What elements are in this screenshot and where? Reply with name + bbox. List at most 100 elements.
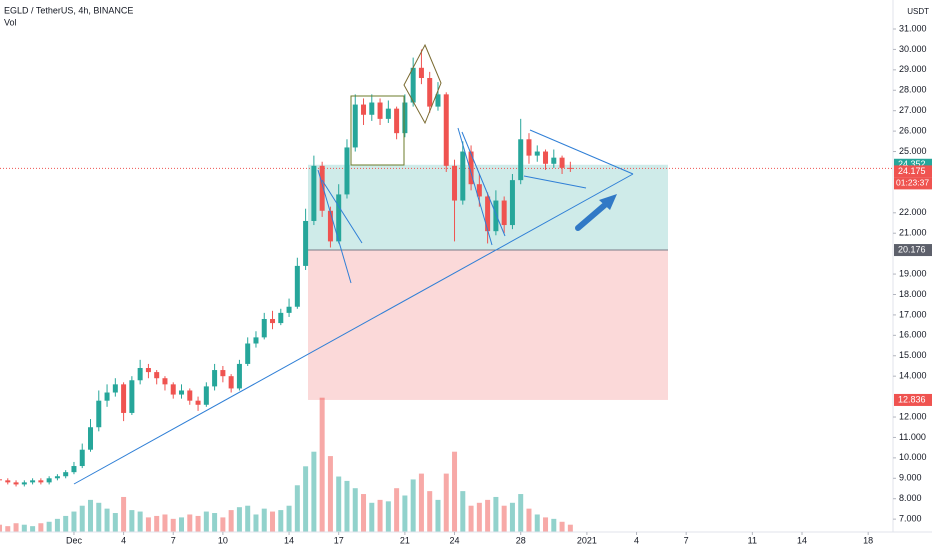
candle-body — [327, 210, 333, 242]
candle-body — [303, 220, 309, 266]
volume-bar — [385, 501, 391, 532]
volume-bar — [79, 505, 85, 532]
volume-bar — [21, 524, 27, 532]
x-tick-label: 10 — [218, 535, 228, 545]
volume-bar — [509, 502, 515, 532]
candle-body — [377, 102, 383, 119]
volume-bar — [493, 496, 499, 532]
volume-bar — [54, 518, 60, 532]
volume-bar — [212, 513, 218, 532]
volume-bar — [38, 523, 44, 532]
countdown-bg — [894, 177, 932, 190]
volume-bar — [0, 524, 3, 532]
candle-body — [270, 318, 276, 324]
volume-bar — [394, 488, 400, 532]
candle-body — [179, 390, 185, 395]
candle-body — [460, 151, 466, 201]
candle-body — [46, 478, 52, 483]
candle-body — [311, 165, 317, 221]
volume-bar — [104, 508, 110, 532]
candle-body — [129, 380, 135, 413]
volume-bar — [121, 496, 127, 532]
last-price-badge-bg — [894, 165, 932, 178]
y-tick-label: 30.000 — [899, 44, 927, 54]
candle-body — [369, 102, 375, 115]
y-tick-label: 27.000 — [899, 105, 927, 115]
volume-bar — [551, 518, 557, 532]
y-tick-label: 28.000 — [899, 85, 927, 95]
candle-body — [137, 368, 143, 381]
volume-bar — [145, 517, 151, 532]
volume-bar — [137, 511, 143, 532]
candle-body — [212, 370, 218, 387]
candle-body — [443, 94, 449, 166]
x-tick-label: 24 — [450, 535, 460, 545]
candle-body — [154, 372, 160, 379]
arrow-head — [599, 194, 617, 210]
volume-bar — [170, 518, 176, 532]
last-price-badge: 24.175 — [898, 166, 926, 176]
volume-bar — [336, 476, 342, 532]
drawings — [73, 43, 634, 485]
volume-bar — [559, 521, 565, 532]
volume-bar — [129, 510, 135, 532]
candle-body — [195, 400, 201, 405]
y-tick-label: 31.000 — [899, 23, 927, 33]
volume-bar — [112, 513, 118, 532]
x-tick-label: 18 — [863, 535, 873, 545]
y-tick-label: 17.000 — [899, 309, 927, 319]
candle-body — [534, 151, 540, 156]
candle-body — [352, 104, 358, 148]
candle-body — [13, 482, 19, 485]
y-tick-label: 16.000 — [899, 330, 927, 340]
volume-bar — [195, 515, 201, 532]
candle-body — [286, 306, 292, 313]
candle-body — [485, 196, 491, 232]
volume-bar — [30, 526, 36, 532]
candle-body — [476, 184, 482, 197]
candle-body — [402, 102, 408, 134]
x-tick-label: 14 — [797, 535, 807, 545]
candle-body — [30, 480, 36, 483]
candle-body — [501, 200, 507, 226]
volume-bar — [96, 502, 102, 532]
candle-body — [203, 386, 209, 405]
y-tick-label: 11.000 — [899, 432, 926, 442]
volume-bar — [534, 514, 540, 532]
x-tick-label: 7 — [684, 535, 689, 545]
volume-bar — [327, 456, 333, 532]
y-tick-label: 26.000 — [899, 125, 927, 135]
triangle-line — [523, 175, 587, 189]
y-tick-label: 29.000 — [899, 64, 927, 74]
candle-body — [567, 167, 573, 169]
volume-bar — [294, 485, 300, 532]
target-badge: 24.352 — [898, 159, 926, 169]
candle-body — [88, 427, 94, 450]
volume-bar — [501, 505, 507, 532]
volume-bar — [5, 526, 11, 532]
candle-body — [121, 384, 127, 413]
loss-zone — [308, 250, 668, 400]
candle-body — [394, 108, 400, 134]
volume-bar — [179, 517, 185, 532]
stop-badge: 12.836 — [898, 394, 926, 404]
volume-bar — [253, 514, 259, 532]
channel-line — [457, 127, 493, 246]
candle-body — [0, 479, 3, 481]
volume-bar — [427, 491, 433, 532]
y-tick-label: 19.000 — [899, 268, 927, 278]
volume-bar — [63, 515, 69, 532]
volume-bar — [352, 488, 358, 532]
volume-bar — [261, 508, 267, 532]
volume-bar — [154, 515, 160, 532]
trend-line — [73, 173, 634, 485]
volume-bar — [46, 521, 52, 532]
candle-body — [162, 378, 168, 385]
candle-body — [319, 165, 325, 211]
volume-bar — [518, 494, 524, 532]
candle-body — [112, 384, 118, 393]
volume-bar — [369, 502, 375, 532]
candle-body — [104, 392, 110, 401]
